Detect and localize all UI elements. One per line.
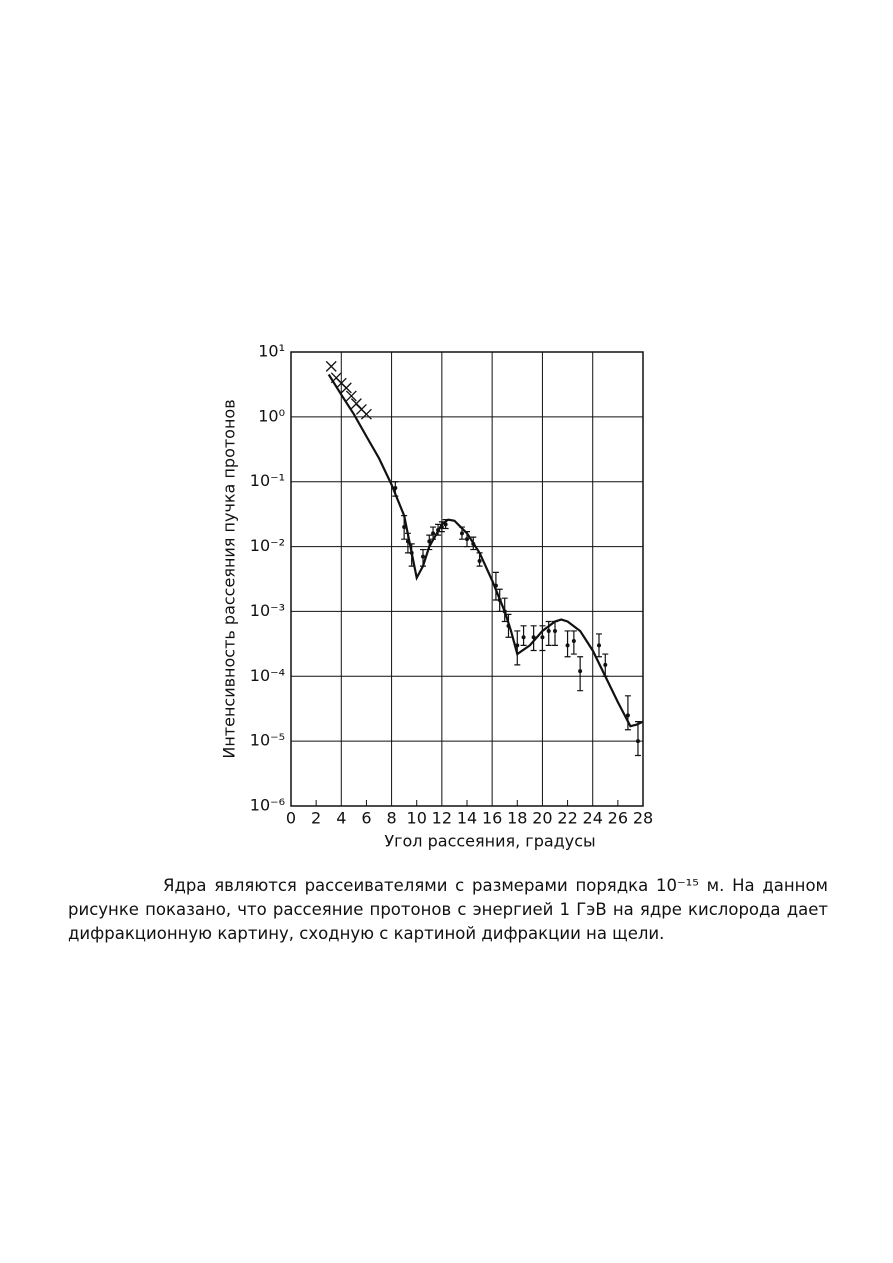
x-tick-label: 20 — [532, 809, 552, 828]
data-point — [443, 522, 448, 527]
fit-curve — [327, 373, 644, 728]
x-tick-label: 4 — [336, 809, 346, 828]
x-tick-label: 10 — [407, 809, 427, 828]
data-point — [402, 525, 407, 530]
y-tick-label: 10⁻⁵ — [250, 731, 285, 750]
data-point — [477, 558, 482, 563]
cross-point — [340, 382, 352, 394]
error-bar — [552, 620, 558, 646]
x-tick-label: 6 — [361, 809, 371, 828]
y-tick-label: 10¹ — [258, 342, 285, 361]
data-point — [427, 539, 432, 544]
data-point — [409, 550, 414, 555]
data-point — [603, 662, 608, 667]
data-point — [625, 713, 630, 718]
data-point — [635, 739, 640, 744]
x-tick-label: 0 — [286, 809, 296, 828]
y-tick-label: 10⁻² — [250, 536, 285, 555]
y-axis-label: Интенсивность рассеяния пучка протонов — [220, 399, 239, 758]
chart: Угол рассеяния, градусы Интенсивность ра… — [220, 342, 654, 851]
x-tick-label: 8 — [386, 809, 396, 828]
error-bar — [408, 543, 415, 567]
data-point — [546, 628, 551, 633]
y-tick-label: 10⁻³ — [250, 601, 285, 620]
data-point — [578, 669, 583, 674]
data-point — [421, 554, 425, 559]
plot-frame — [290, 351, 644, 807]
data-point — [493, 583, 498, 588]
data-point — [502, 609, 507, 614]
x-tick-label: 22 — [557, 809, 577, 828]
error-bar — [624, 695, 631, 731]
x-axis-label: Угол рассеяния, градусы — [384, 832, 595, 851]
data-point — [405, 539, 410, 544]
data-point — [497, 598, 502, 603]
x-tick-label: 18 — [507, 809, 527, 828]
data-point — [431, 531, 436, 536]
data-point — [531, 635, 536, 640]
y-tick-label: 10⁻⁶ — [250, 796, 285, 815]
data-point — [540, 635, 545, 640]
y-tick-label: 10⁻⁴ — [250, 666, 285, 685]
y-tick-label: 10⁻¹ — [250, 471, 285, 490]
data-point — [515, 643, 520, 648]
data-point — [436, 528, 441, 533]
cross-point — [345, 390, 357, 402]
data-point — [465, 537, 469, 542]
data-point — [553, 628, 557, 633]
data-point — [506, 623, 511, 628]
x-tick-label: 14 — [457, 809, 477, 828]
y-tick-label: 10⁰ — [258, 406, 285, 425]
caption: Ядра являются рассеивателями с размерами… — [68, 876, 828, 943]
data-point — [571, 638, 576, 643]
data-point — [393, 485, 398, 490]
error-bar — [514, 630, 521, 666]
x-tick-label: 28 — [633, 809, 653, 828]
data-point — [597, 643, 601, 648]
x-tick-label: 16 — [482, 809, 502, 828]
cross-point — [360, 408, 372, 420]
x-tick-label: 24 — [583, 809, 603, 828]
data-point — [521, 635, 526, 640]
error-bar — [634, 721, 641, 757]
error-bar — [577, 656, 584, 692]
data-point — [471, 541, 476, 546]
cross-point — [325, 360, 337, 372]
data-point — [459, 531, 464, 536]
x-tick-label: 26 — [608, 809, 628, 828]
x-tick-label: 2 — [311, 809, 321, 828]
x-tick-label: 12 — [432, 809, 452, 828]
error-bar — [545, 620, 552, 646]
data-point — [565, 643, 570, 648]
